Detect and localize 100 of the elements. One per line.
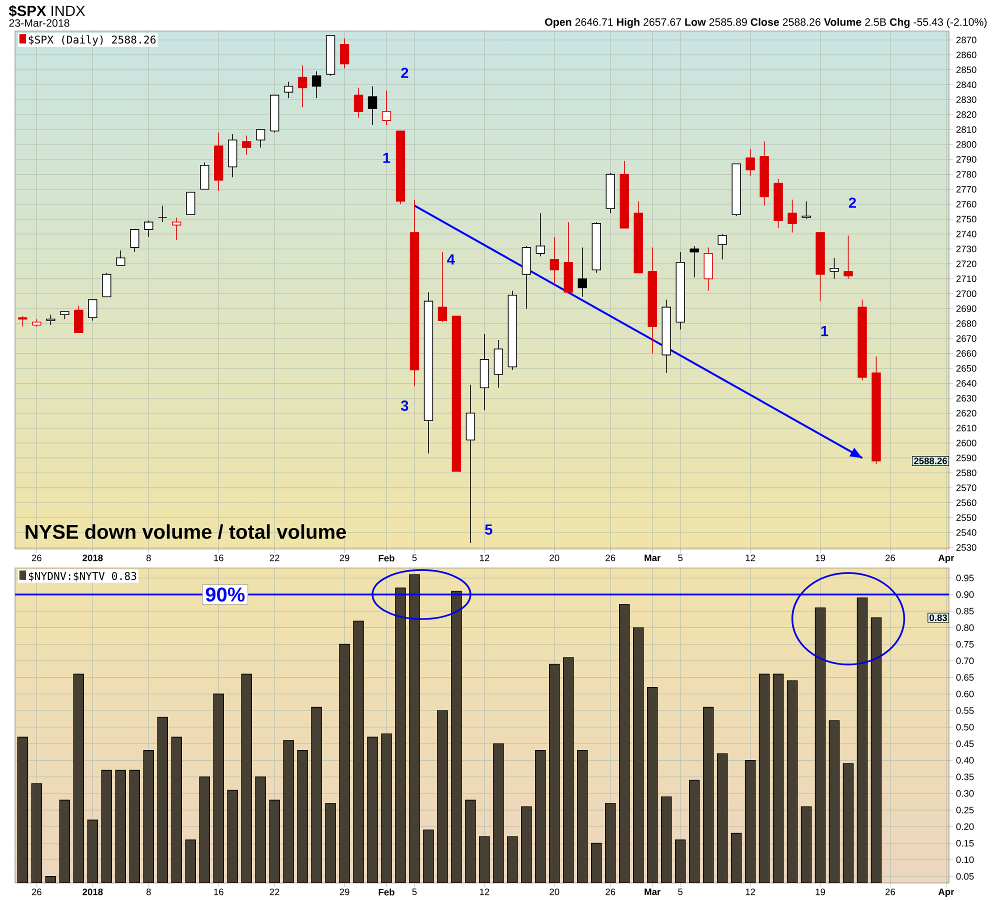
candlestick [662, 299, 671, 374]
y-tick-label: 2870 [956, 36, 976, 44]
y-tick-label: 2590 [956, 454, 976, 462]
candlestick [228, 134, 238, 178]
y-tick-label: 2820 [956, 111, 976, 118]
candlestick [494, 340, 504, 388]
annotation: 4 [447, 254, 455, 264]
y-tick-label: 2620 [956, 410, 976, 416]
annotation: 3 [400, 400, 408, 411]
x-tick-label: 22 [270, 888, 280, 896]
candlestick [606, 172, 615, 214]
y-tick-label: 0.95 [956, 574, 974, 582]
y-tick-label: 2580 [956, 470, 976, 476]
y-tick-label: 0.55 [956, 707, 974, 714]
annotation: 2 [401, 68, 408, 78]
x-tick-label: 12 [746, 888, 756, 896]
y-tick-label: 2860 [956, 52, 976, 58]
candlestick [340, 38, 350, 69]
y-tick-label: 0.45 [956, 740, 974, 748]
candlestick [480, 334, 490, 411]
candlestick [550, 236, 560, 284]
y-tick-label: 2750 [956, 216, 976, 222]
x-tick-label: Feb [378, 554, 394, 562]
x-tick-label: 5 [678, 888, 683, 896]
annotation: 1 [821, 326, 828, 336]
x-tick-label: 5 [412, 554, 417, 562]
y-tick-label: 2630 [956, 394, 976, 402]
candlestick [536, 212, 546, 257]
x-tick-label: 2018 [82, 888, 103, 896]
y-tick-label: 0.85 [956, 608, 974, 614]
y-tick-label: 0.70 [956, 658, 974, 664]
x-tick-label: 26 [606, 554, 616, 562]
candlestick [522, 246, 532, 310]
x-tick-label: 26 [32, 554, 42, 562]
y-tick-label: 2690 [956, 305, 976, 312]
y-tick-label: 2810 [956, 126, 976, 133]
x-tick-label: 26 [886, 888, 896, 896]
x-tick-label: 22 [270, 554, 280, 562]
x-tick-label: 12 [480, 888, 490, 896]
y-tick-label: 2660 [956, 350, 976, 357]
x-tick-label: Apr [938, 888, 954, 897]
candlestick [312, 70, 322, 99]
candlestick [508, 290, 518, 370]
y-tick-label: 2640 [956, 380, 976, 387]
x-tick-label: 12 [480, 554, 490, 562]
x-tick-label: 5 [678, 554, 683, 562]
candlestick [424, 292, 434, 454]
text: Open 2646.71 High 2657.67 Low 2585.89 Close 2588.26 Volume 2.5B Chg -55.43 (-2.10%) [545, 18, 987, 28]
x-tick-label: 29 [340, 554, 350, 562]
annotation: 1 [383, 152, 390, 163]
x-tick-label: 8 [146, 554, 151, 562]
x-tick-label: 12 [746, 554, 756, 562]
y-tick-label: 0.80 [956, 624, 974, 631]
candlestick [284, 81, 294, 99]
legend-label: $SPX (Daily) 2588.26 [28, 35, 156, 46]
x-tick-label: 20 [550, 554, 560, 562]
y-tick-label: 0.25 [956, 806, 974, 814]
y-tick-label: 0.35 [956, 774, 974, 780]
y-tick-label: 2560 [956, 499, 976, 506]
y-tick-label: 2570 [956, 484, 976, 492]
y-tick-label: 2710 [956, 276, 976, 282]
candlestick [466, 384, 476, 544]
y-tick-label: 2800 [956, 141, 976, 148]
candlestick [578, 247, 587, 298]
candlestick [592, 222, 601, 274]
y-tick-label: 2850 [956, 66, 976, 74]
y-tick-label: 2540 [956, 529, 976, 536]
x-tick-label: Feb [378, 888, 394, 896]
candlestick [368, 86, 378, 126]
y-tick-label: 2610 [956, 424, 976, 432]
x-tick-label: Mar [644, 554, 661, 562]
x-tick-label: 26 [32, 888, 42, 896]
y-tick-label: 2600 [956, 440, 976, 446]
y-tick-label: 0.50 [956, 724, 974, 730]
text: 23-Mar-2018 [9, 19, 70, 27]
y-tick-label: 2840 [956, 81, 976, 88]
y-tick-label: 2680 [956, 320, 976, 327]
y-tick-label: 0.10 [956, 856, 974, 864]
y-tick-label: 2790 [956, 156, 976, 163]
candlestick [676, 252, 685, 330]
y-tick-label: 0.05 [956, 873, 974, 880]
x-tick-label: 26 [606, 888, 616, 896]
candlestick [410, 199, 420, 387]
y-tick-label: 2760 [956, 200, 976, 208]
y-tick-label: 0.30 [956, 790, 974, 797]
y-tick-label: 0.65 [956, 674, 974, 681]
y-tick-label: 2770 [956, 186, 976, 193]
x-tick-label: 20 [550, 888, 560, 896]
annotation: 0.83 [930, 614, 948, 622]
candlestick [144, 220, 154, 238]
y-tick-label: 2780 [956, 171, 976, 178]
y-tick-label: 2700 [956, 290, 976, 298]
annotation: 5 [485, 524, 492, 535]
ref-line-label: 90% [206, 587, 245, 602]
x-tick-label: 16 [214, 888, 224, 896]
y-tick-label: 2740 [956, 230, 976, 238]
y-tick-label: 0.40 [956, 757, 974, 764]
candlestick [438, 252, 448, 322]
annotation: 2 [848, 198, 856, 208]
y-tick-label: 2720 [956, 260, 976, 268]
